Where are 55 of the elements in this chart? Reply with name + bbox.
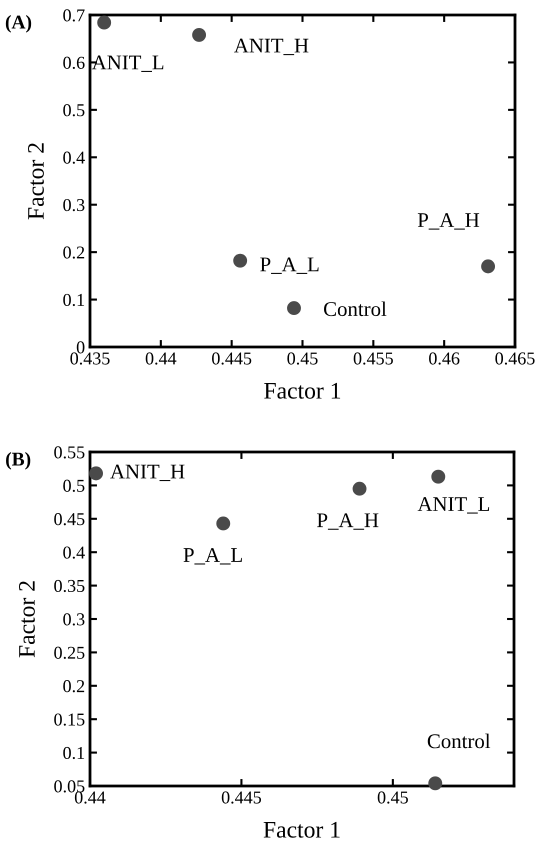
- y-tick-label: 0.45: [54, 513, 84, 526]
- y-tick-label: 0.4: [63, 152, 85, 164]
- y-tick-label: 0.35: [54, 580, 84, 592]
- chart-title: (A): [6, 15, 32, 33]
- point: [428, 776, 442, 790]
- annotation: P_A_L: [184, 548, 242, 565]
- y-tick-label: 0.15: [54, 713, 84, 726]
- point: [287, 301, 301, 316]
- point: [192, 28, 206, 42]
- y-tick-label: 0.3: [63, 613, 84, 626]
- annotation: P_A_H: [418, 213, 480, 230]
- point: [89, 466, 103, 480]
- y-axis-title: Factor 2: [18, 581, 35, 658]
- x-tick-label: 0.45: [287, 352, 318, 365]
- y-tick-label: 0.1: [63, 746, 84, 760]
- x-axis-title: Factor 1: [264, 382, 340, 399]
- point: [431, 470, 446, 484]
- y-tick-label: 0.1: [63, 294, 84, 306]
- y-tick-label: 0.55: [54, 446, 84, 459]
- y-tick-label: 0.2: [63, 680, 84, 692]
- y-axis-title: Factor 2: [28, 143, 44, 220]
- annotation: ANIT_L: [92, 56, 164, 72]
- y-tick-label: 0.4: [63, 546, 85, 559]
- y-tick-label: 0.5: [63, 480, 84, 492]
- y-tick-label: 0.05: [54, 780, 84, 793]
- x-tick-label: 0.465: [495, 352, 535, 365]
- annotation: ANIT_H: [110, 464, 185, 482]
- annotation: Control: [428, 734, 490, 748]
- x-axis-title: Factor 1: [264, 822, 340, 838]
- annotation: ANIT_H: [234, 38, 308, 56]
- x-tick-label: 0.44: [74, 791, 106, 804]
- x-tick-label: 0.44: [146, 352, 176, 365]
- y-tick-label: 0: [76, 341, 84, 354]
- annotation: ANIT_L: [418, 497, 490, 514]
- y-tick-label: 0.5: [63, 104, 84, 116]
- x-tick-label: 0.455: [354, 352, 393, 365]
- annotation: Control: [324, 301, 386, 316]
- annotation: P_A_H: [317, 513, 378, 530]
- point: [481, 259, 496, 274]
- x-tick-label: 0.445: [222, 791, 262, 804]
- point: [97, 16, 112, 30]
- y-tick-label: 0.3: [63, 198, 84, 212]
- x-tick-label: 0.46: [429, 352, 460, 365]
- point: [352, 482, 366, 496]
- x-tick-label: 0.445: [212, 352, 252, 365]
- annotation: P_A_L: [260, 257, 319, 274]
- point: [216, 516, 230, 530]
- y-tick-label: 0.25: [54, 646, 84, 659]
- x-tick-label: 0.435: [70, 352, 110, 365]
- y-tick-label: 0.7: [63, 9, 85, 22]
- chart-title: (B): [6, 452, 30, 470]
- point: [233, 254, 248, 268]
- y-tick-label: 0.2: [63, 246, 84, 259]
- x-tick-label: 0.45: [378, 791, 408, 804]
- y-tick-label: 0.6: [63, 56, 85, 69]
